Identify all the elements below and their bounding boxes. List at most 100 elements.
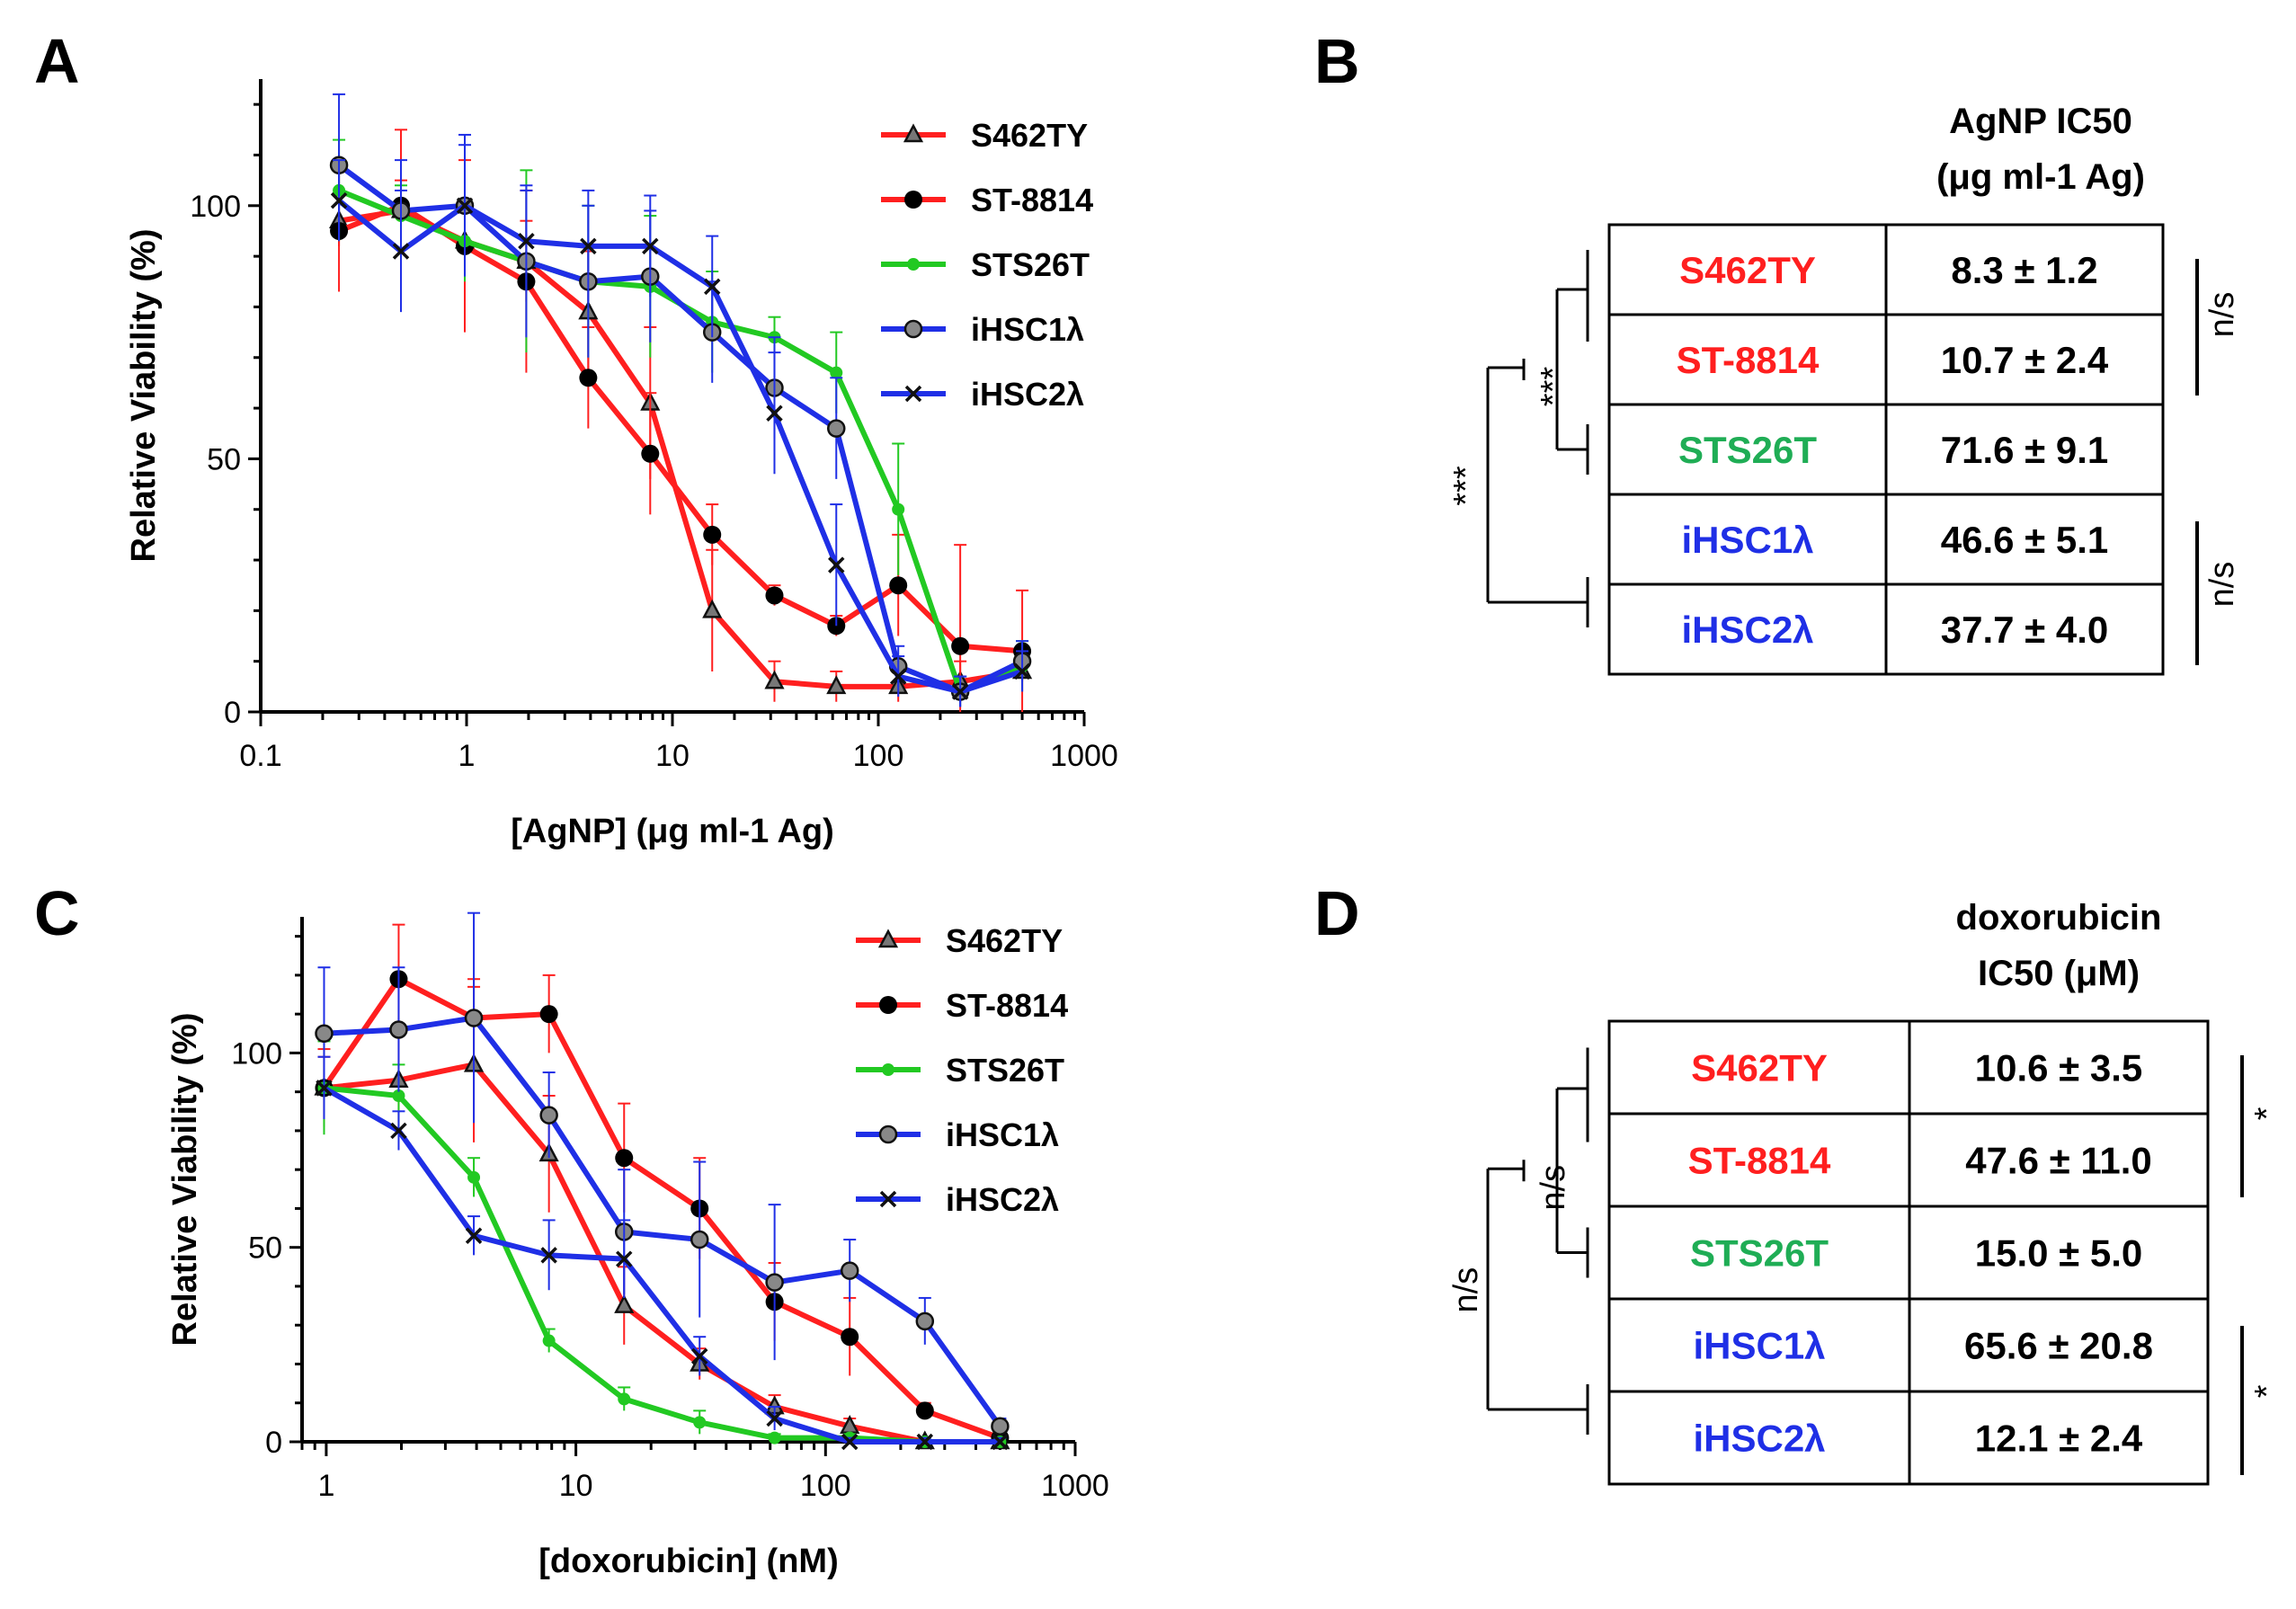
significance-label: *** [1535,367,1572,407]
legend-marker-sts26t [907,258,920,271]
panel-letter-c: C [34,878,80,948]
series-line-ihsc1l [337,163,1024,695]
significance-label: n/s [2203,562,2241,608]
left-dendrogram: *** *** [1447,250,1589,627]
data-point-s462ty [614,1293,635,1313]
series-line-sts26t [324,1085,1001,1445]
data-point-ihsc2l [1013,662,1031,680]
series-ihsc2l [316,1055,1009,1451]
table-cell-value-ihsc2l: 37.7 ± 4.0 [1941,609,2109,651]
data-point-ihsc2l [316,1080,333,1097]
data-point-ihsc1l [389,1020,408,1039]
significance-label: *** [1447,466,1485,506]
data-point-ihsc2l [540,1247,557,1264]
right-brackets: n/s n/s [2195,259,2241,665]
legend-label-ihsc1l: iHSC1λ [971,311,1084,348]
data-point-ihsc1l [991,1417,1010,1436]
legend-label-ihsc1l: iHSC1λ [946,1116,1059,1153]
data-point-st-8814 [915,1401,934,1420]
data-point-st-8814 [951,636,970,655]
data-point-ihsc2l [828,556,845,573]
chart-a: 0 50 100 0.1 1 10 100 1000 [AgNP] (μg ml-1 Ag) Re… [125,79,1118,850]
table-d: doxorubicin IC50 (μM) S462TY 10.6 ± 3.5 ST-8… [1447,898,2286,1486]
series-line-ihsc1l [324,1015,1002,1428]
x-tick-label: 1 [317,1469,334,1503]
table-title-line-2: IC50 (μM) [1978,954,2140,993]
data-point-ihsc1l [690,1230,709,1249]
legend-label-st-8814: ST-8814 [946,987,1068,1024]
data-point-st-8814 [889,576,908,595]
table-cell-name-sts26t: STS26T [1678,429,1817,471]
data-point-ihsc2l [841,1433,859,1451]
data-point-ihsc2l [465,1227,483,1244]
table-cell-value-ihsc2l: 12.1 ± 2.4 [1975,1418,2143,1460]
data-point-ihsc1l [464,1009,484,1027]
significance-label: * [2248,1384,2286,1398]
data-point-ihsc2l [616,1250,633,1267]
data-point-ihsc1l [765,1273,784,1292]
series-s462ty [328,179,1033,702]
y-tick-label: 50 [248,1231,282,1266]
data-point-st-8814 [765,586,784,605]
legend-label-s462ty: S462TY [946,922,1063,959]
y-tick-label: 0 [224,696,241,730]
panel-letter-a: A [34,26,80,96]
data-point-ihsc2l [330,191,348,209]
data-point-sts26t [392,1089,405,1102]
x-tick-label: 10 [655,739,690,773]
data-point-st-8814 [539,1005,558,1024]
data-point-ihsc2l [766,404,783,422]
data-point-ihsc2l [703,278,721,296]
significance-label: n/s [1535,1165,1572,1211]
x-tick-label: 0.1 [239,739,281,773]
left-dendrogram: n/s n/s [1447,1047,1589,1435]
data-point-s462ty [826,675,847,695]
table-b: AgNP IC50 (μg ml-1 Ag) S462TY 8.3 ± 1.2 ST-8… [1447,102,2241,676]
significance-label: n/s [1447,1267,1485,1313]
x-tick-label: 1000 [1050,739,1118,773]
series-ihsc2l [330,144,1031,707]
y-axis-label: Relative Viability (%) [166,1013,204,1347]
table-title-line-1: AgNP IC50 [1949,102,2132,141]
series-s462ty [314,985,1010,1450]
significance-label: n/s [2203,292,2241,338]
data-point-st-8814 [841,1328,859,1347]
legend-label-ihsc2l: iHSC2λ [971,376,1084,413]
table-cell-name-st-8814: ST-8814 [1688,1140,1831,1182]
series-line-st-8814 [322,976,1001,1441]
series-line-s462ty [324,1062,1001,1445]
series-st-8814 [330,129,1032,712]
table-cell-name-s462ty: S462TY [1691,1047,1828,1089]
data-point-ihsc1l [827,419,846,438]
table-cell-name-ihsc2l: iHSC2λ [1693,1418,1825,1460]
data-point-sts26t [542,1334,556,1347]
table-cell-value-st-8814: 47.6 ± 11.0 [1965,1140,2152,1182]
x-tick-label: 1 [458,739,476,773]
legend-label-sts26t: STS26T [971,246,1090,283]
legend-marker-ihsc2l [904,385,922,403]
legend-label-s462ty: S462TY [971,117,1088,154]
legend: S462TY ST-8814 STS26T iHSC1λ iHSC2λ [881,117,1093,413]
x-tick-label: 1000 [1041,1469,1109,1503]
data-point-ihsc2l [390,1122,407,1140]
data-point-sts26t [892,502,905,516]
table-cell-value-ihsc1l: 65.6 ± 20.8 [1964,1325,2153,1367]
y-tick-label: 50 [207,442,241,476]
data-point-ihsc1l [840,1261,859,1280]
data-point-st-8814 [579,369,598,387]
x-tick-label: 10 [559,1469,593,1503]
x-tick-label: 100 [853,739,904,773]
legend-marker-ihsc1l [903,319,923,339]
table-cell-value-s462ty: 10.6 ± 3.5 [1975,1047,2143,1089]
legend-marker-st-8814 [904,191,922,209]
data-point-ihsc2l [642,237,659,255]
legend-label-sts26t: STS26T [946,1052,1064,1089]
table-cell-value-ihsc1l: 46.6 ± 5.1 [1941,519,2109,561]
data-point-ihsc2l [580,237,597,255]
data-point-ihsc2l [766,1409,783,1427]
data-point-sts26t [768,1431,781,1445]
series-line-s462ty [338,208,1023,689]
data-point-ihsc2l [690,1347,708,1365]
legend-marker-ihsc1l [878,1125,898,1144]
table-cell-name-ihsc1l: iHSC1λ [1681,519,1813,561]
